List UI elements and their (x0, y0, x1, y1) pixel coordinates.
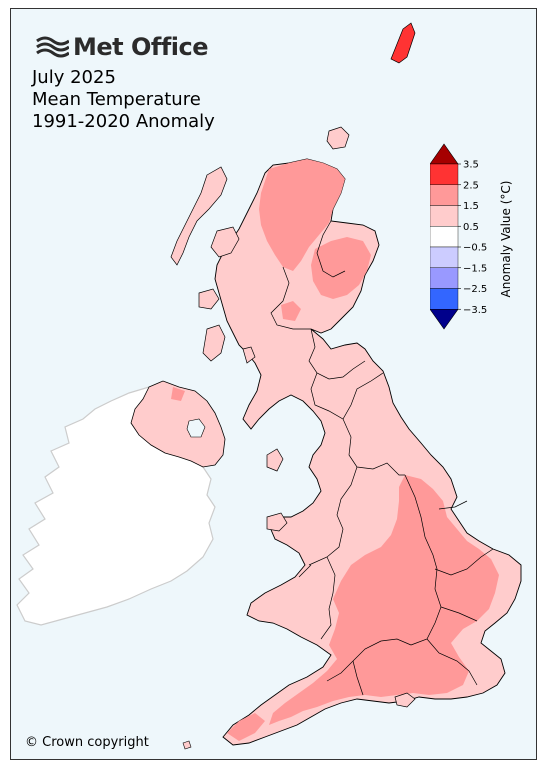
legend-label: Anomaly Value (°C) (499, 181, 513, 298)
islay-jura (202, 324, 226, 362)
northeast-scotland-warm-area (311, 237, 371, 299)
legend-band-0-5-1-5 (429, 205, 459, 227)
legend-band-m3-5-m2-5 (429, 288, 459, 310)
legend-arrow-top (429, 143, 459, 165)
legend-band-2-5-3-5 (429, 163, 459, 185)
anglesey (266, 512, 288, 532)
mull (198, 288, 220, 310)
central-scotland-warm-patch (281, 301, 301, 321)
isle-of-wight (394, 692, 416, 708)
title-baseline: 1991-2020 Anomaly (32, 111, 215, 132)
legend-colorbar: 3.5 2.5 1.5 0.5 −0.5 −1.5 −2.5 −3.5 Anom… (429, 143, 513, 330)
met-office-logo-icon (36, 36, 69, 58)
arran (242, 346, 256, 364)
title-period: July 2025 (32, 67, 116, 88)
map-frame: Met Office July 2025 Mean Temperature 19… (10, 8, 537, 760)
isle-of-man (266, 448, 284, 472)
legend-band-m2-5-m1-5 (429, 267, 459, 289)
legend-tick: −3.5 (463, 305, 487, 316)
legend-band-m1-5-m0-5 (429, 246, 459, 268)
england-warm-area (269, 475, 499, 725)
outer-hebrides (170, 166, 228, 266)
met-office-logo: Met Office (35, 33, 209, 61)
orkney (326, 126, 350, 150)
shetland (390, 22, 416, 64)
legend-tick: −1.5 (463, 263, 487, 274)
uk-anomaly-map (16, 22, 522, 750)
legend-arrow-bottom (429, 308, 459, 330)
legend-band-neutral (429, 226, 459, 248)
legend-tick: −2.5 (463, 284, 487, 295)
lough-neagh (186, 418, 206, 438)
ni-warm-patch (171, 387, 185, 401)
title-variable: Mean Temperature (32, 89, 201, 110)
met-office-logo-text: Met Office (73, 33, 209, 61)
legend-tick: 1.5 (463, 201, 479, 212)
copyright-notice: © Crown copyright (25, 735, 149, 750)
legend-tick: 0.5 (463, 222, 479, 233)
skye (210, 226, 240, 258)
highlands-warm-area (259, 159, 345, 271)
map-title: July 2025 Mean Temperature 1991-2020 Ano… (32, 67, 215, 133)
legend-band-1-5-2-5 (429, 184, 459, 206)
northern-ireland (130, 380, 226, 468)
legend-tick: 3.5 (463, 160, 479, 171)
legend-tick: −0.5 (463, 243, 487, 254)
region-boundaries (270, 220, 494, 696)
color-legend: 3.5 2.5 1.5 0.5 −0.5 −1.5 −2.5 −3.5 Anom… (429, 143, 520, 343)
south-coast-hot-patch (227, 713, 265, 741)
scilly-isles (182, 740, 192, 750)
legend-tick: 2.5 (463, 180, 479, 191)
